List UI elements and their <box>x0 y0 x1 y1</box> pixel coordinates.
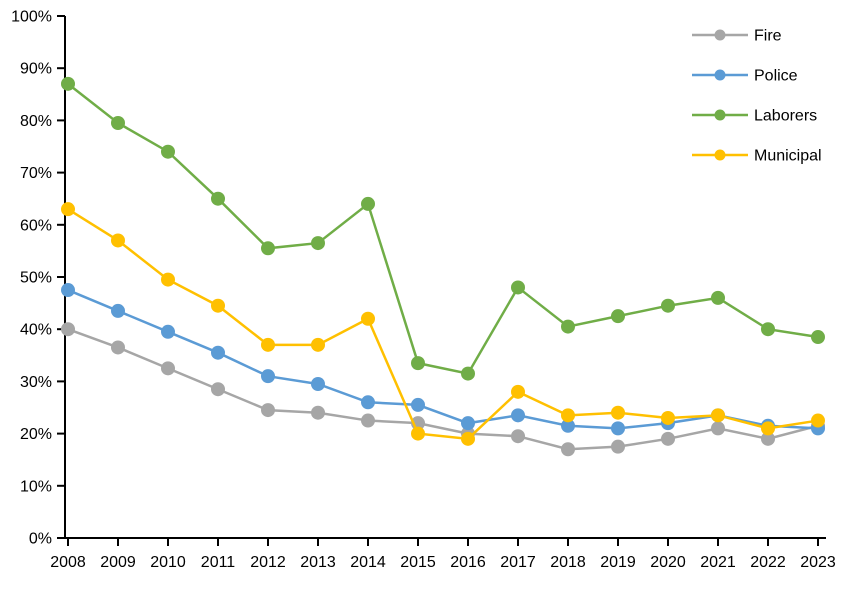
data-point-police <box>461 416 475 431</box>
data-point-police <box>511 408 525 423</box>
data-point-fire <box>761 431 775 446</box>
data-point-fire <box>311 405 325 420</box>
data-point-municipal <box>211 298 225 313</box>
data-point-laborers <box>761 322 775 337</box>
data-point-fire <box>111 340 125 355</box>
data-point-police <box>361 395 375 410</box>
data-point-laborers <box>61 76 75 91</box>
data-point-fire <box>161 361 175 376</box>
data-point-municipal <box>161 272 175 287</box>
y-axis-tick-label: 30% <box>20 374 52 391</box>
x-axis-tick-label: 2015 <box>400 554 436 571</box>
data-point-laborers <box>211 191 225 206</box>
data-point-municipal <box>611 405 625 420</box>
data-point-municipal <box>561 408 575 423</box>
y-axis-tick-label: 100% <box>11 9 52 26</box>
x-axis-tick-label: 2012 <box>250 554 286 571</box>
y-axis-tick-label: 20% <box>20 426 52 443</box>
data-point-municipal <box>261 337 275 352</box>
data-point-police <box>161 324 175 339</box>
series-line-municipal <box>67 208 819 441</box>
data-point-fire <box>261 403 275 418</box>
data-point-fire <box>211 382 225 397</box>
data-point-fire <box>61 322 75 337</box>
data-point-municipal <box>361 311 375 326</box>
y-axis-tick-label: 70% <box>20 165 52 182</box>
x-axis-tick-label: 2019 <box>600 554 636 571</box>
legend-label-police: Police <box>754 68 798 85</box>
data-point-municipal <box>61 202 75 217</box>
data-point-fire <box>611 439 625 454</box>
x-axis-tick-label: 2014 <box>350 554 386 571</box>
data-point-laborers <box>561 319 575 334</box>
legend-marker-laborers <box>714 109 726 121</box>
x-axis-tick-label: 2022 <box>750 554 786 571</box>
x-axis-tick-label: 2016 <box>450 554 486 571</box>
data-point-fire <box>511 429 525 444</box>
legend-label-fire: Fire <box>754 28 782 45</box>
data-point-police <box>611 421 625 436</box>
y-axis-tick-label: 50% <box>20 270 52 287</box>
x-axis-tick-label: 2010 <box>150 554 186 571</box>
y-axis-tick-label: 10% <box>20 478 52 495</box>
series-line-fire <box>67 328 819 451</box>
x-axis-tick-label: 2013 <box>300 554 336 571</box>
data-point-police <box>411 397 425 412</box>
x-axis-tick-label: 2020 <box>650 554 686 571</box>
legend-label-laborers: Laborers <box>754 108 817 125</box>
data-point-municipal <box>311 337 325 352</box>
data-point-laborers <box>311 236 325 251</box>
data-point-laborers <box>261 241 275 256</box>
data-point-police <box>311 377 325 392</box>
data-point-police <box>111 303 125 318</box>
data-point-police <box>61 283 75 298</box>
data-point-municipal <box>661 410 675 425</box>
data-point-fire <box>561 442 575 457</box>
data-point-laborers <box>511 280 525 295</box>
data-point-laborers <box>411 356 425 371</box>
data-point-laborers <box>161 144 175 159</box>
data-point-laborers <box>361 196 375 211</box>
data-point-fire <box>361 413 375 428</box>
data-point-municipal <box>711 408 725 423</box>
data-point-municipal <box>411 426 425 441</box>
legend-marker-fire <box>714 29 726 41</box>
data-point-police <box>211 345 225 360</box>
x-axis-tick-label: 2008 <box>50 554 86 571</box>
legend-label-municipal: Municipal <box>754 148 822 165</box>
series-line-police <box>67 288 819 430</box>
y-axis-tick-label: 80% <box>20 113 52 130</box>
data-point-police <box>561 418 575 433</box>
data-point-laborers <box>111 116 125 131</box>
x-axis-tick-label: 2011 <box>201 554 236 571</box>
x-axis-tick-label: 2017 <box>500 554 536 571</box>
data-point-municipal <box>811 413 825 428</box>
data-point-laborers <box>811 330 825 345</box>
y-axis-tick-label: 40% <box>20 322 52 339</box>
y-axis-tick-label: 0% <box>29 531 52 548</box>
data-point-fire <box>661 431 675 446</box>
data-point-laborers <box>711 290 725 305</box>
data-point-laborers <box>461 366 475 381</box>
legend-marker-police <box>714 69 726 81</box>
data-point-municipal <box>761 421 775 436</box>
x-axis-tick-label: 2021 <box>700 554 736 571</box>
x-axis-tick-label: 2009 <box>100 554 136 571</box>
data-point-police <box>261 369 275 384</box>
series-line-laborers <box>67 82 819 375</box>
data-point-municipal <box>111 233 125 248</box>
data-point-municipal <box>511 384 525 399</box>
data-point-municipal <box>461 431 475 446</box>
data-point-laborers <box>661 298 675 313</box>
legend-marker-municipal <box>714 149 726 161</box>
y-axis-tick-label: 60% <box>20 217 52 234</box>
data-point-laborers <box>611 309 625 324</box>
x-axis-tick-label: 2018 <box>550 554 586 571</box>
data-point-fire <box>711 421 725 436</box>
x-axis-tick-label: 2023 <box>800 554 836 571</box>
y-axis-tick-label: 90% <box>20 61 52 78</box>
